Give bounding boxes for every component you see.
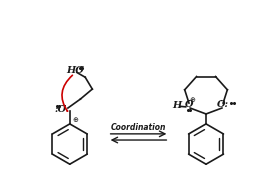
Text: ⊕: ⊕ <box>72 117 78 123</box>
Text: Coordination: Coordination <box>111 123 166 132</box>
Text: :Ö: :Ö <box>55 105 67 114</box>
Text: Ö: Ö <box>185 100 193 109</box>
Text: HÖ: HÖ <box>66 66 84 75</box>
Text: ⊕: ⊕ <box>190 97 196 103</box>
Text: H: H <box>172 101 181 110</box>
FancyArrowPatch shape <box>62 75 72 111</box>
Text: Ö:: Ö: <box>217 100 229 109</box>
